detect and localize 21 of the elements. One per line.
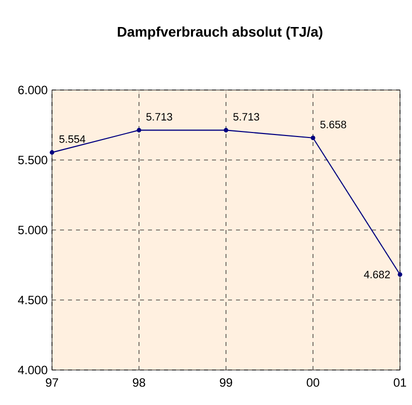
data-label: 5.554 xyxy=(59,135,86,143)
point xyxy=(50,150,54,155)
data-label: 5.713 xyxy=(146,113,172,121)
x-tick-label: 00 xyxy=(306,378,320,387)
data-label: 5.658 xyxy=(320,120,346,128)
y-tick-label: 5.000 xyxy=(18,226,48,234)
y-tick-label: 6.000 xyxy=(18,86,48,94)
x-tick-label: 98 xyxy=(132,378,146,387)
x-tick-label: 01 xyxy=(394,378,406,387)
point xyxy=(224,128,228,132)
data-label: 4.682 xyxy=(364,270,390,278)
point xyxy=(310,136,316,140)
point xyxy=(398,272,402,277)
chart-title: Dampfverbrauch absolut (TJ/a) xyxy=(118,26,322,40)
y-tick-label: 4.000 xyxy=(18,366,48,374)
x-tick-label: 97 xyxy=(46,378,58,387)
x-tick-label: 99 xyxy=(220,378,232,387)
y-tick-label: 4.500 xyxy=(18,296,48,304)
data-label: 5.713 xyxy=(233,113,260,121)
y-tick-label: 5.500 xyxy=(18,156,48,164)
point xyxy=(136,128,142,132)
